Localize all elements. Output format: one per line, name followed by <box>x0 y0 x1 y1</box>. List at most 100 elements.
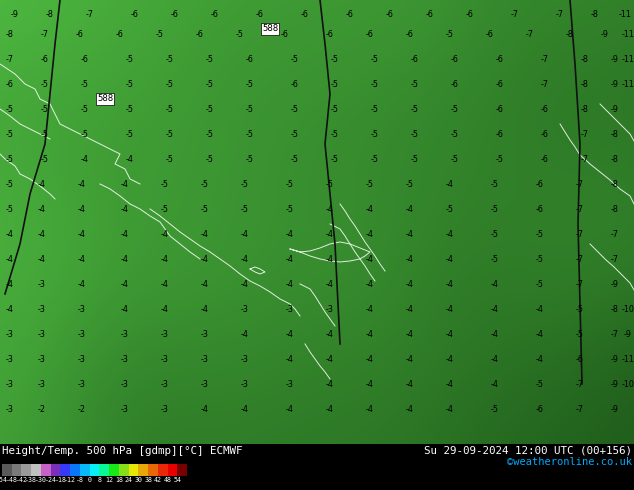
Text: -4: -4 <box>121 255 129 265</box>
Text: -30: -30 <box>35 477 47 483</box>
Text: -7: -7 <box>576 380 584 390</box>
Text: -9: -9 <box>611 80 619 90</box>
Text: -5: -5 <box>451 155 459 165</box>
Text: -3: -3 <box>38 280 46 290</box>
Text: Su 29-09-2024 12:00 UTC (00+156): Su 29-09-2024 12:00 UTC (00+156) <box>424 446 632 456</box>
Text: -4: -4 <box>161 255 169 265</box>
Bar <box>60 464 70 476</box>
Text: -6: -6 <box>81 55 89 65</box>
Bar <box>129 464 138 476</box>
Text: -8: -8 <box>591 10 599 20</box>
Text: -5: -5 <box>6 130 14 140</box>
Bar <box>178 464 187 476</box>
Text: -4: -4 <box>446 230 454 240</box>
Text: -5: -5 <box>246 105 254 115</box>
Text: -3: -3 <box>161 330 169 340</box>
Text: -38: -38 <box>25 477 37 483</box>
Text: -6: -6 <box>76 30 84 40</box>
Text: -5: -5 <box>411 130 419 140</box>
Text: -5: -5 <box>6 180 14 190</box>
Text: -10: -10 <box>621 380 634 390</box>
Text: -5: -5 <box>446 30 454 40</box>
Text: -3: -3 <box>121 355 129 365</box>
Bar <box>51 464 60 476</box>
Text: -3: -3 <box>6 380 14 390</box>
Text: -7: -7 <box>576 255 584 265</box>
Bar <box>148 464 158 476</box>
Text: -11: -11 <box>621 30 634 40</box>
Text: -8: -8 <box>566 30 574 40</box>
Text: -3: -3 <box>286 380 294 390</box>
Text: -5: -5 <box>166 55 174 65</box>
Text: -3: -3 <box>38 355 46 365</box>
Text: -4: -4 <box>366 230 374 240</box>
Text: -5: -5 <box>156 30 164 40</box>
Text: -6: -6 <box>291 80 299 90</box>
Text: -5: -5 <box>126 55 134 65</box>
Text: -4: -4 <box>201 255 209 265</box>
Text: -4: -4 <box>286 280 294 290</box>
Text: -4: -4 <box>81 155 89 165</box>
Text: -2: -2 <box>78 405 86 415</box>
Text: -5: -5 <box>451 130 459 140</box>
Text: -7: -7 <box>611 230 619 240</box>
Text: -4: -4 <box>446 380 454 390</box>
Text: -5: -5 <box>406 180 414 190</box>
Text: -5: -5 <box>451 105 459 115</box>
Text: -6: -6 <box>211 10 219 20</box>
Text: -9: -9 <box>611 380 619 390</box>
Text: -4: -4 <box>446 330 454 340</box>
Bar <box>89 464 100 476</box>
Text: -3: -3 <box>38 305 46 315</box>
Text: -7: -7 <box>576 205 584 215</box>
Text: -5: -5 <box>491 180 499 190</box>
Text: 48: 48 <box>164 477 172 483</box>
Text: -5: -5 <box>41 130 49 140</box>
Text: -6: -6 <box>366 30 374 40</box>
Text: -6: -6 <box>536 180 544 190</box>
Text: -4: -4 <box>78 280 86 290</box>
Text: -7: -7 <box>511 10 519 20</box>
Text: -4: -4 <box>406 380 414 390</box>
Text: -9: -9 <box>624 330 632 340</box>
Text: -4: -4 <box>366 305 374 315</box>
Bar <box>22 464 31 476</box>
Text: -7: -7 <box>6 55 14 65</box>
Text: -5: -5 <box>536 380 544 390</box>
Text: -6: -6 <box>541 105 549 115</box>
Text: -4: -4 <box>446 280 454 290</box>
Text: -5: -5 <box>491 405 499 415</box>
Text: -7: -7 <box>581 130 589 140</box>
Text: -4: -4 <box>406 405 414 415</box>
Bar <box>109 464 119 476</box>
Bar <box>158 464 167 476</box>
Text: -4: -4 <box>491 355 499 365</box>
Text: -6: -6 <box>451 80 459 90</box>
Text: -7: -7 <box>576 180 584 190</box>
Text: -6: -6 <box>466 10 474 20</box>
Text: -4: -4 <box>406 305 414 315</box>
Text: -2: -2 <box>38 405 46 415</box>
Text: -4: -4 <box>536 305 544 315</box>
Text: -3: -3 <box>78 305 86 315</box>
Text: -4: -4 <box>536 355 544 365</box>
Text: -4: -4 <box>38 230 46 240</box>
Text: -3: -3 <box>121 330 129 340</box>
Text: -9: -9 <box>611 280 619 290</box>
Bar <box>12 464 22 476</box>
Text: -10: -10 <box>621 305 634 315</box>
Text: -6: -6 <box>41 55 49 65</box>
Text: -5: -5 <box>371 80 379 90</box>
Text: -4: -4 <box>326 355 334 365</box>
Text: -8: -8 <box>611 155 619 165</box>
Text: -4: -4 <box>326 405 334 415</box>
Text: -3: -3 <box>161 405 169 415</box>
Text: -4: -4 <box>446 355 454 365</box>
Text: -4: -4 <box>126 155 134 165</box>
Text: -5: -5 <box>536 230 544 240</box>
Text: -8: -8 <box>611 130 619 140</box>
Text: -6: -6 <box>246 55 254 65</box>
Text: -6: -6 <box>196 30 204 40</box>
Text: -5: -5 <box>81 105 89 115</box>
Text: -5: -5 <box>81 130 89 140</box>
